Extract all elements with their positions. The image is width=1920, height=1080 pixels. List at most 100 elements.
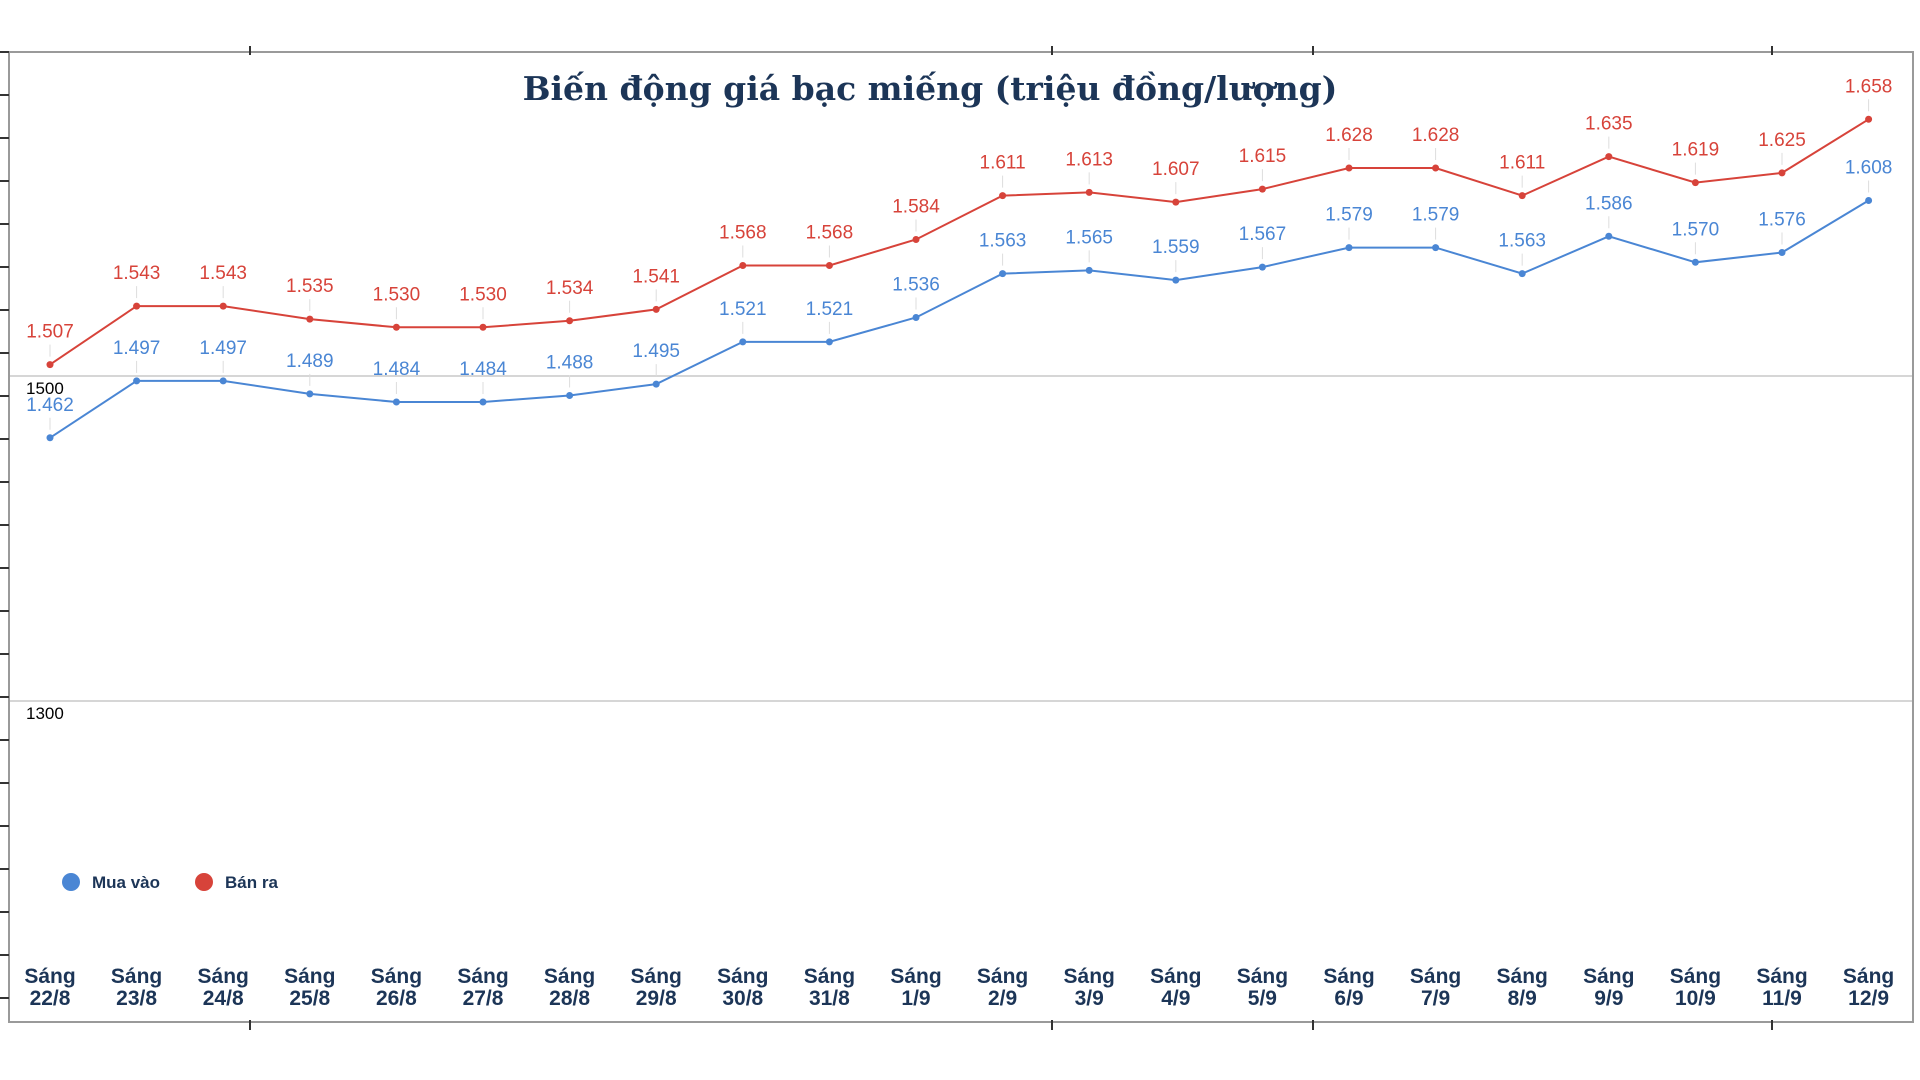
data-point bbox=[1085, 266, 1093, 274]
x-tick-label: 3/9 bbox=[1075, 987, 1104, 1010]
x-tick-label: Sáng bbox=[1064, 965, 1115, 988]
x-tick-label: 5/9 bbox=[1248, 987, 1277, 1010]
data-point bbox=[1258, 185, 1266, 193]
data-label: 1.576 bbox=[1758, 210, 1806, 231]
data-label: 1.584 bbox=[892, 197, 940, 218]
series-layer: 1.462 1.497 1.497 1.489 1.484 1.484 1.488 1.495… bbox=[26, 76, 1893, 442]
data-label: 1.579 bbox=[1412, 205, 1460, 226]
x-tick-label: 2/9 bbox=[988, 987, 1017, 1010]
data-point bbox=[1345, 244, 1353, 252]
data-point bbox=[1691, 258, 1699, 266]
data-label: 1.535 bbox=[286, 276, 334, 297]
x-tick-label: 8/9 bbox=[1508, 987, 1537, 1010]
data-label: 1.563 bbox=[979, 231, 1027, 252]
x-tick-label: Sáng bbox=[1843, 965, 1894, 988]
x-tick-label: 28/8 bbox=[549, 987, 590, 1010]
x-tick-label: 9/9 bbox=[1594, 987, 1623, 1010]
data-label: 1.543 bbox=[113, 263, 161, 284]
data-point bbox=[1865, 197, 1873, 204]
chart-title: Biến động giá bạc miếng (triệu đồng/lượn… bbox=[523, 69, 1338, 108]
data-point bbox=[652, 305, 660, 313]
data-point bbox=[1518, 270, 1526, 278]
x-tick-label: Sáng bbox=[457, 965, 508, 988]
legend: Mua vào Bán ra bbox=[62, 873, 278, 892]
data-point bbox=[1258, 263, 1266, 271]
x-tick-label: Sáng bbox=[1323, 965, 1374, 988]
data-point bbox=[912, 314, 920, 321]
data-label: 1.497 bbox=[113, 338, 161, 359]
data-point bbox=[219, 377, 227, 385]
data-label: 1.536 bbox=[892, 275, 940, 296]
x-tick-label: Sáng bbox=[284, 965, 335, 988]
data-label: 1.488 bbox=[546, 353, 594, 374]
x-tick-label: 27/8 bbox=[463, 987, 504, 1010]
data-point bbox=[1778, 249, 1786, 256]
data-label: 1.489 bbox=[286, 351, 334, 372]
x-tick-label: 31/8 bbox=[809, 987, 850, 1010]
data-label: 1.568 bbox=[806, 223, 854, 244]
x-tick-label: Sáng bbox=[1150, 965, 1201, 988]
x-tick-label: Sáng bbox=[631, 965, 682, 988]
data-point bbox=[219, 302, 227, 310]
data-point bbox=[1518, 192, 1526, 200]
x-tick-labels: Sáng22/8Sáng23/8Sáng24/8Sáng25/8Sáng26/8… bbox=[24, 965, 1894, 1010]
data-label: 1.530 bbox=[459, 284, 507, 305]
data-point bbox=[1345, 164, 1353, 172]
x-tick-label: 6/9 bbox=[1334, 987, 1363, 1010]
data-label: 1.613 bbox=[1065, 149, 1113, 170]
frame-ticks bbox=[249, 46, 1773, 1030]
x-tick-label: Sáng bbox=[1670, 965, 1721, 988]
data-label: 1.462 bbox=[26, 395, 74, 416]
x-tick-label: Sáng bbox=[804, 965, 855, 988]
data-point bbox=[1691, 179, 1699, 187]
data-point bbox=[306, 315, 314, 323]
data-point bbox=[566, 317, 574, 325]
data-point bbox=[479, 398, 487, 406]
data-point bbox=[1778, 169, 1786, 177]
data-label: 1.543 bbox=[199, 263, 247, 284]
data-label: 1.484 bbox=[373, 359, 421, 380]
data-label: 1.607 bbox=[1152, 159, 1200, 180]
x-tick-label: Sáng bbox=[371, 965, 422, 988]
x-tick-label: Sáng bbox=[1756, 965, 1807, 988]
data-label: 1.495 bbox=[632, 341, 680, 362]
data-point bbox=[1085, 188, 1093, 196]
x-tick-label: 24/8 bbox=[203, 987, 244, 1010]
data-point bbox=[1432, 164, 1440, 172]
data-point bbox=[46, 434, 54, 442]
data-label: 1.497 bbox=[199, 338, 247, 359]
data-label: 1.565 bbox=[1065, 227, 1113, 248]
data-label: 1.568 bbox=[719, 223, 767, 244]
chart-border bbox=[8, 51, 1914, 1023]
data-point bbox=[1865, 115, 1873, 123]
x-tick-label: 7/9 bbox=[1421, 987, 1450, 1010]
legend-label: Bán ra bbox=[225, 873, 278, 892]
x-tick-label: Sáng bbox=[24, 965, 75, 988]
x-tick-label: Sáng bbox=[111, 965, 162, 988]
x-tick-label: Sáng bbox=[544, 965, 595, 988]
y-tick-labels: 1500 1300 bbox=[26, 379, 64, 723]
data-label: 1.570 bbox=[1672, 219, 1720, 240]
data-label: 1.611 bbox=[1499, 153, 1545, 174]
x-tick-label: Sáng bbox=[1237, 965, 1288, 988]
data-point bbox=[392, 323, 400, 331]
data-point bbox=[133, 302, 141, 310]
legend-marker bbox=[195, 873, 213, 891]
data-label: 1.507 bbox=[26, 322, 74, 343]
data-point bbox=[1432, 244, 1440, 252]
data-label: 1.530 bbox=[373, 284, 421, 305]
x-tick-label: 30/8 bbox=[722, 987, 763, 1010]
data-point bbox=[825, 262, 833, 269]
x-tick-label: 10/9 bbox=[1675, 987, 1716, 1010]
data-point bbox=[739, 338, 747, 346]
x-tick-label: Sáng bbox=[1497, 965, 1548, 988]
data-label: 1.608 bbox=[1845, 158, 1893, 179]
x-tick-label: Sáng bbox=[890, 965, 941, 988]
x-tick-label: 23/8 bbox=[116, 987, 157, 1010]
data-label: 1.611 bbox=[980, 153, 1026, 174]
data-point bbox=[133, 377, 141, 385]
data-point bbox=[306, 390, 314, 398]
data-label: 1.559 bbox=[1152, 237, 1200, 258]
